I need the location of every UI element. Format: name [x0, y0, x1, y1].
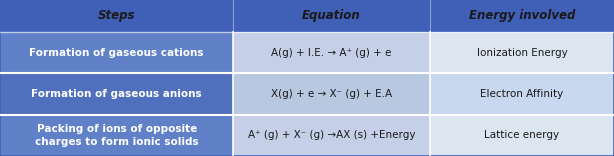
Bar [0, 115, 233, 156]
Text: Formation of gaseous cations: Formation of gaseous cations [29, 48, 204, 58]
Bar [430, 32, 614, 73]
Text: Packing of ions of opposite
charges to form ionic solids: Packing of ions of opposite charges to f… [35, 124, 198, 147]
Text: A⁺ (g) + X⁻ (g) →AX (s) +Energy: A⁺ (g) + X⁻ (g) →AX (s) +Energy [248, 130, 415, 140]
Text: Steps: Steps [98, 10, 136, 22]
Text: A(g) + I.E. → A⁺ (g) + e: A(g) + I.E. → A⁺ (g) + e [271, 48, 392, 58]
Text: Formation of gaseous anions: Formation of gaseous anions [31, 89, 202, 99]
Bar [430, 115, 614, 156]
Bar [233, 73, 430, 115]
Text: X(g) + e → X⁻ (g) + E.A: X(g) + e → X⁻ (g) + E.A [271, 89, 392, 99]
Text: Electron Affinity: Electron Affinity [480, 89, 564, 99]
Bar [0, 0, 614, 32]
Text: Ionization Energy: Ionization Energy [476, 48, 567, 58]
Bar [0, 32, 233, 73]
Bar [233, 32, 430, 73]
Bar [233, 115, 430, 156]
Text: Lattice energy: Lattice energy [484, 130, 559, 140]
Text: Energy involved: Energy involved [468, 10, 575, 22]
Text: Equation: Equation [302, 10, 361, 22]
Bar [0, 73, 233, 115]
Bar [430, 73, 614, 115]
